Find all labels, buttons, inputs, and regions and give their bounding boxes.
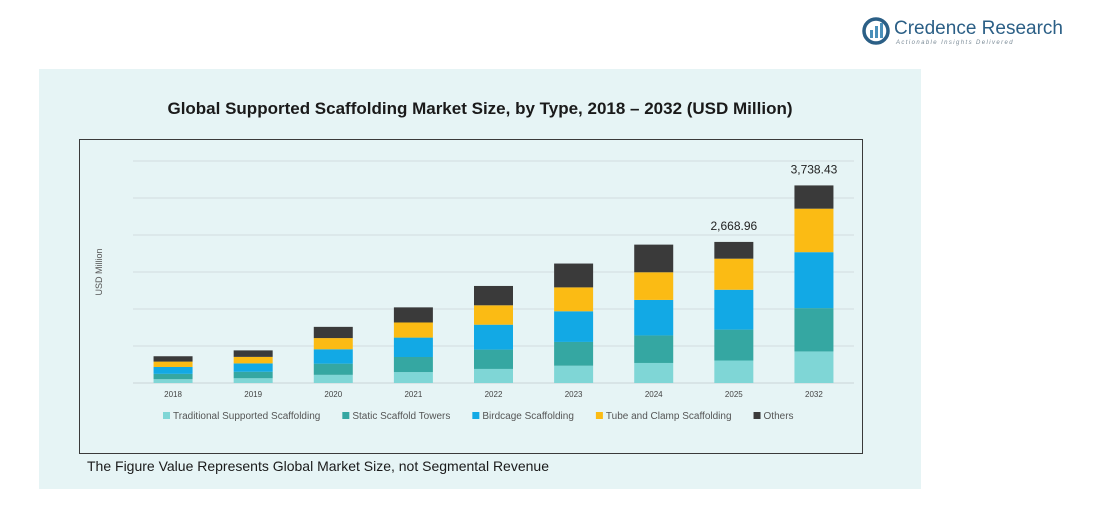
bar-segment-2024-0 <box>634 362 674 383</box>
bar-segment-2025-4 <box>714 241 754 259</box>
bar-segment-2023-0 <box>554 365 594 383</box>
bar-segment-2022-1 <box>474 349 513 369</box>
bar-segment-2032-4 <box>794 185 834 209</box>
brand-logo: Credence Research Actionable Insights De… <box>862 16 1063 48</box>
data-label: 3,738.43 <box>791 162 838 176</box>
bar-segment-2023-4 <box>554 263 594 288</box>
x-tick-label: 2032 <box>805 390 823 399</box>
brand-logo-icon <box>862 17 890 45</box>
x-tick-label: 2025 <box>725 390 743 399</box>
bar-segment-2025-2 <box>714 289 754 330</box>
bar-segment-2025-1 <box>714 329 754 361</box>
legend-swatch <box>472 412 480 419</box>
bar-segment-2021-4 <box>393 307 433 323</box>
x-tick-label: 2024 <box>645 390 663 399</box>
legend-label: Traditional Supported Scaffolding <box>173 411 320 422</box>
x-tick-label: 2021 <box>404 390 422 399</box>
bar-segment-2019-2 <box>233 363 273 372</box>
bar-segment-2018-4 <box>153 356 193 362</box>
bar-segment-2022-2 <box>474 324 513 350</box>
bar-segment-2032-2 <box>794 252 834 309</box>
chart-footnote: The Figure Value Represents Global Marke… <box>87 458 549 474</box>
bar-segment-2020-0 <box>313 374 353 383</box>
bar-segment-2018-1 <box>153 373 193 380</box>
bar-segment-2024-1 <box>634 335 674 363</box>
legend-swatch <box>595 412 603 419</box>
legend-label: Others <box>764 411 794 422</box>
x-tick-label: 2020 <box>324 390 342 399</box>
data-label: 2,668.96 <box>710 219 757 233</box>
bar-segment-2024-4 <box>634 244 674 273</box>
bar-segment-2023-2 <box>554 311 594 342</box>
legend-swatch <box>163 412 170 419</box>
bar-segment-2020-2 <box>313 349 353 364</box>
bar-segment-2032-3 <box>794 208 834 253</box>
bar-segment-2018-3 <box>153 361 193 367</box>
chart-title: Global Supported Scaffolding Market Size… <box>167 99 793 118</box>
bar-segment-2020-1 <box>313 363 353 375</box>
x-tick-label: 2022 <box>485 390 503 399</box>
legend-label: Tube and Clamp Scaffolding <box>606 411 732 422</box>
bar-segment-2019-3 <box>233 356 273 364</box>
chart-panel: Global Supported Scaffolding Market Size… <box>39 69 921 489</box>
bar-segment-2018-2 <box>153 366 193 374</box>
legend-label: Static Scaffold Towers <box>352 411 450 422</box>
bar-segment-2032-1 <box>794 308 834 352</box>
bar-segment-2019-4 <box>233 350 273 357</box>
legend-swatch <box>342 412 350 419</box>
x-tick-label: 2019 <box>244 390 262 399</box>
legend-swatch <box>753 412 761 419</box>
bar-segment-2021-1 <box>393 356 433 373</box>
legend-label: Birdcage Scaffolding <box>482 411 574 422</box>
brand-tagline: Actionable Insights Delivered <box>896 40 1014 46</box>
plot-frame <box>79 139 863 454</box>
bar-segment-2023-1 <box>554 341 594 366</box>
bar-segment-2022-4 <box>474 285 513 306</box>
bar-segment-2022-3 <box>474 305 513 325</box>
x-tick-label: 2023 <box>565 390 583 399</box>
bar-segment-2032-0 <box>794 351 834 383</box>
bar-segment-2021-3 <box>393 322 433 338</box>
x-tick-label: 2018 <box>164 390 182 399</box>
bar-segment-2025-3 <box>714 258 754 290</box>
bar-segment-2019-0 <box>233 378 273 383</box>
bar-segment-2019-1 <box>233 371 273 379</box>
bar-segment-2021-0 <box>393 372 433 383</box>
y-axis-label: USD Million <box>94 248 104 295</box>
bar-segment-2023-3 <box>554 287 594 312</box>
bar-segment-2025-0 <box>714 360 754 383</box>
brand-name: Credence Research <box>894 18 1063 39</box>
bar-segment-2020-3 <box>313 338 353 350</box>
bar-segment-2022-0 <box>474 368 513 383</box>
bar-segment-2024-3 <box>634 272 674 300</box>
bar-segment-2024-2 <box>634 299 674 336</box>
bar-segment-2018-0 <box>153 379 193 383</box>
bar-segment-2021-2 <box>393 337 433 357</box>
chart-canvas: USD Million 2018 2019 2020 2021 2022 2023 2024 2… <box>94 160 854 422</box>
bar-segment-2020-4 <box>313 326 353 339</box>
